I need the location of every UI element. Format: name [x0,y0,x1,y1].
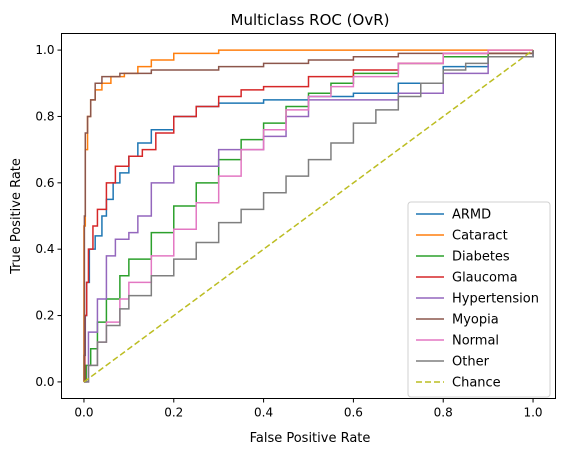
series-layer [83,49,534,383]
legend-label: Normal [452,334,499,349]
chart-title: Multiclass ROC (OvR) [231,11,390,29]
y-tick-label: 0.4 [35,242,54,256]
x-axis-label: False Positive Rate [250,431,371,446]
y-axis-label: True Positive Rate [9,158,24,275]
plot-frame [61,33,556,399]
x-tick-label: 0.2 [164,406,183,420]
legend: ARMD Cataract Diabetes Glaucoma Hypertension… [407,201,551,398]
x-tick-label: 1.0 [523,406,542,420]
y-tick-label: 1.0 [35,43,54,57]
y-tick-label: 0.8 [35,109,54,123]
y-tick-label: 0.2 [35,309,54,323]
legend-label: ARMD [452,208,491,223]
x-tick-label: 0.4 [254,406,273,420]
series-line-myopia [83,50,534,383]
legend-label: Myopia [452,313,499,328]
y-tick-label: 0.0 [35,375,54,389]
series-line-cataract [83,49,534,382]
y-axis-ticks: 0.0 0.2 0.4 0.6 0.8 1.0 [35,43,62,389]
legend-label: Glaucoma [452,271,518,286]
series-line-normal [83,49,534,383]
legend-label: Cataract [452,229,508,244]
series-line-other [83,50,534,383]
x-tick-label: 0.0 [74,406,93,420]
legend-frame [407,201,551,398]
x-tick-label: 0.8 [434,406,453,420]
legend-label: Chance [452,376,501,391]
legend-label: Other [452,355,490,370]
y-tick-label: 0.6 [35,176,54,190]
series-line-chance [83,49,534,383]
x-axis-ticks: 0.0 0.2 0.4 0.6 0.8 1.0 [74,398,543,420]
x-tick-label: 0.6 [344,406,363,420]
legend-label: Hypertension [452,292,539,307]
legend-label: Diabetes [452,250,510,265]
series-line-glaucoma [83,50,534,383]
